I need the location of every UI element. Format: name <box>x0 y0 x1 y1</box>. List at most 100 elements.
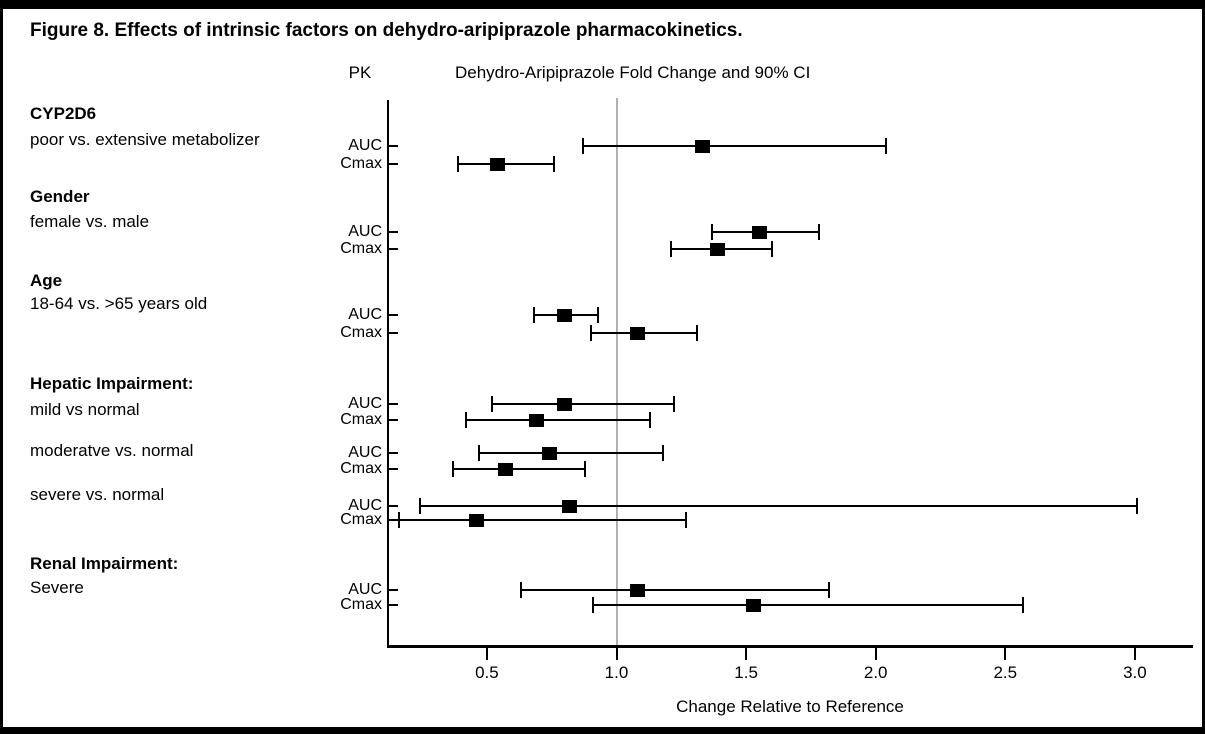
x-axis-tick <box>615 648 618 660</box>
ci-line <box>479 452 664 454</box>
ci-cap-low <box>491 396 494 412</box>
pk-row-label: Cmax <box>340 460 382 477</box>
point-estimate-marker <box>710 242 726 256</box>
group-comparison-label: moderatve vs. normal <box>30 441 194 460</box>
group-comparison-label: mild vs normal <box>30 400 140 419</box>
point-estimate-marker <box>694 139 710 153</box>
group-comparison-label: 18-64 vs. >65 years old <box>30 294 208 313</box>
ci-cap-low <box>478 445 481 461</box>
reference-line <box>615 98 618 649</box>
ci-cap-low <box>519 582 522 598</box>
ci-cap-high <box>885 138 888 154</box>
ci-cap-low <box>592 597 595 613</box>
x-axis-tick-label: 3.0 <box>1123 663 1147 682</box>
ci-cap-high <box>672 396 675 412</box>
group-header: Renal Impairment: <box>30 554 179 573</box>
point-estimate-marker <box>751 225 767 239</box>
point-estimate-marker <box>629 326 645 340</box>
ci-cap-high <box>584 461 587 477</box>
group-header: Gender <box>30 187 90 206</box>
ci-cap-high <box>695 325 698 341</box>
group-header: Age <box>30 271 63 290</box>
group-comparison-label: poor vs. extensive metabolizer <box>30 130 260 149</box>
ci-cap-high <box>553 156 556 172</box>
ci-line <box>419 505 1138 507</box>
x-axis-tick-label: 0.5 <box>475 663 499 682</box>
row-axis-tick <box>389 332 398 334</box>
pk-row-label: Cmax <box>340 411 382 428</box>
point-estimate-marker <box>528 413 544 427</box>
row-axis-tick <box>389 145 398 147</box>
row-axis-tick <box>389 248 398 250</box>
ci-column-header: Dehydro-Aripiprazole Fold Change and 90%… <box>455 63 811 82</box>
pk-row-label: Cmax <box>340 155 382 172</box>
point-estimate-marker <box>489 157 505 171</box>
x-axis-tick <box>1133 648 1136 660</box>
point-estimate-marker <box>629 583 645 597</box>
row-axis-tick <box>389 468 398 470</box>
ci-line <box>492 403 674 405</box>
ci-cap-low <box>711 224 714 240</box>
row-axis-tick <box>389 519 398 521</box>
ci-line <box>582 145 887 147</box>
ci-cap-low <box>397 512 400 528</box>
pk-column-header: PK <box>348 63 372 82</box>
x-axis-tick <box>485 648 488 660</box>
x-axis-line <box>387 645 1193 648</box>
ci-cap-low <box>589 325 592 341</box>
row-axis-tick <box>389 403 398 405</box>
point-estimate-marker <box>562 499 578 513</box>
row-axis-tick <box>389 589 398 591</box>
pk-row-label: AUC <box>348 306 382 323</box>
y-axis-spine <box>387 100 389 647</box>
figure-title: Figure 8. Effects of intrinsic factors o… <box>30 20 743 41</box>
row-axis-tick <box>389 231 398 233</box>
ci-line <box>398 519 687 521</box>
ci-cap-low <box>452 461 455 477</box>
ci-cap-high <box>771 241 774 257</box>
x-axis-tick <box>1004 648 1007 660</box>
point-estimate-marker <box>469 513 485 527</box>
ci-cap-high <box>1022 597 1025 613</box>
point-estimate-marker <box>746 598 762 612</box>
point-estimate-marker <box>497 462 513 476</box>
ci-cap-high <box>662 445 665 461</box>
ci-cap-high <box>1136 498 1139 514</box>
ci-line <box>520 589 830 591</box>
pk-row-label: Cmax <box>340 511 382 528</box>
ci-line <box>458 163 555 165</box>
x-axis-tick <box>745 648 748 660</box>
x-axis-tick-label: 2.5 <box>993 663 1018 682</box>
ci-cap-high <box>685 512 688 528</box>
ci-cap-high <box>649 412 652 428</box>
group-comparison-label: Severe <box>30 578 84 597</box>
group-header: Hepatic Impairment: <box>30 374 194 393</box>
x-axis-tick-label: 2.0 <box>863 663 888 682</box>
ci-cap-low <box>457 156 460 172</box>
pk-row-label: Cmax <box>340 240 382 257</box>
group-comparison-label: severe vs. normal <box>30 485 165 504</box>
row-axis-tick <box>389 419 398 421</box>
pk-row-label: Cmax <box>340 596 382 613</box>
pk-row-label: AUC <box>348 395 382 412</box>
point-estimate-marker <box>557 397 573 411</box>
ci-cap-low <box>669 241 672 257</box>
ci-line <box>453 468 586 470</box>
ci-line <box>466 419 651 421</box>
ci-cap-low <box>581 138 584 154</box>
ci-cap-low <box>418 498 421 514</box>
point-estimate-marker <box>541 446 557 460</box>
pk-row-label: AUC <box>348 137 382 154</box>
ci-cap-high <box>597 307 600 323</box>
pk-row-label: AUC <box>348 444 382 461</box>
row-axis-tick <box>389 452 398 454</box>
row-axis-tick <box>389 604 398 606</box>
row-axis-tick <box>389 505 398 507</box>
ci-cap-low <box>532 307 535 323</box>
x-axis-tick-label: 1.0 <box>604 663 629 682</box>
pk-row-label: AUC <box>348 581 382 598</box>
row-axis-tick <box>389 163 398 165</box>
x-axis-label: Change Relative to Reference <box>676 697 904 716</box>
